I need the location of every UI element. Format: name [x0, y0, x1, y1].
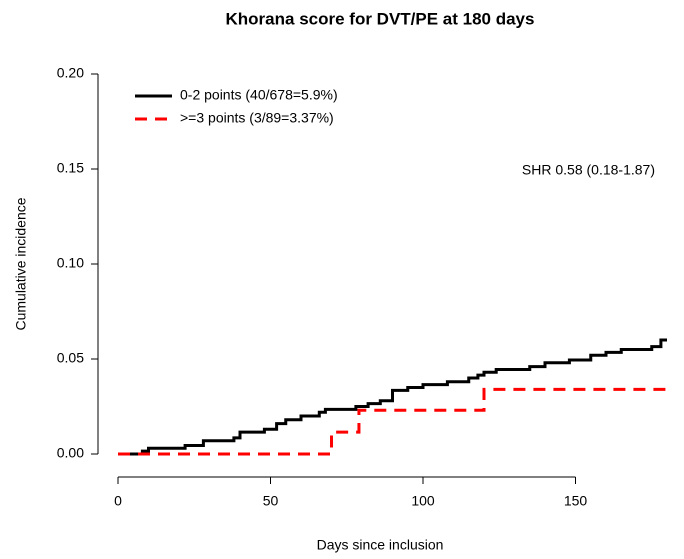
y-tick-label: 0.15	[57, 160, 84, 176]
y-axis-label: Cumulative incidence	[13, 197, 29, 330]
step-line	[118, 387, 667, 456]
x-tick-label: 50	[263, 493, 279, 509]
legend-label: >=3 points (3/89=3.37%)	[180, 110, 334, 126]
step-line	[118, 338, 667, 456]
x-axis-label: Days since inclusion	[317, 537, 444, 553]
x-tick-label: 150	[564, 493, 588, 509]
x-tick-label: 100	[411, 493, 435, 509]
y-tick-label: 0.05	[57, 350, 84, 366]
y-tick-label: 0.10	[57, 255, 84, 271]
annotation: SHR 0.58 (0.18-1.87)	[522, 162, 655, 178]
y-tick-label: 0.20	[57, 65, 84, 81]
y-tick-label: 0.00	[57, 445, 84, 461]
chart-title: Khorana score for DVT/PE at 180 days	[226, 9, 535, 28]
legend-label: 0-2 points (40/678=5.9%)	[180, 87, 338, 103]
x-tick-label: 0	[114, 493, 122, 509]
